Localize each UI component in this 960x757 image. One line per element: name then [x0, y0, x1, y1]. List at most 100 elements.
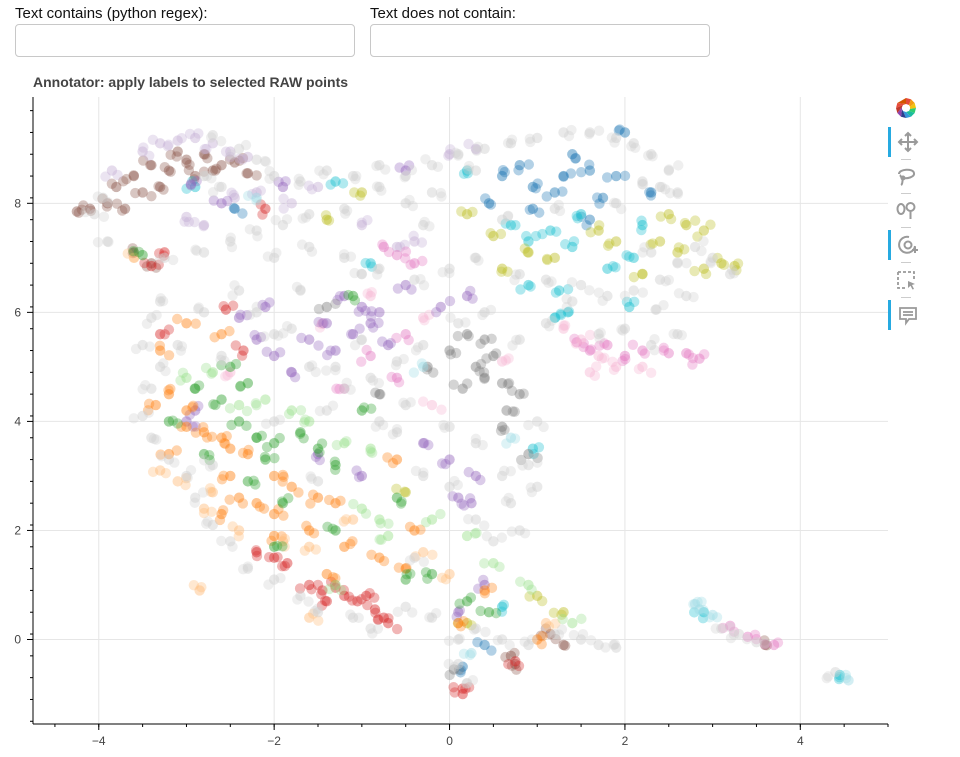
- data-point: [260, 418, 272, 430]
- data-point: [268, 252, 280, 264]
- box-select-tool[interactable]: [888, 265, 924, 295]
- data-point: [644, 187, 655, 198]
- data-point: [617, 355, 628, 367]
- data-point: [602, 240, 614, 251]
- data-point: [335, 495, 346, 507]
- data-point: [347, 170, 359, 182]
- data-point: [400, 198, 411, 209]
- data-point: [562, 284, 574, 295]
- data-point: [523, 448, 534, 460]
- text-not-contains-input[interactable]: [370, 24, 710, 57]
- bokeh-logo-icon[interactable]: [888, 93, 924, 123]
- data-point: [373, 377, 385, 389]
- data-point: [382, 617, 394, 629]
- data-point: [321, 568, 332, 580]
- data-point: [271, 247, 282, 258]
- data-point: [575, 279, 587, 291]
- data-point: [399, 486, 410, 497]
- data-point: [276, 496, 288, 507]
- data-point: [418, 467, 429, 478]
- data-point: [486, 333, 497, 344]
- data-point: [453, 149, 464, 160]
- data-point: [488, 350, 499, 362]
- data-point: [211, 163, 222, 175]
- data-point: [471, 145, 482, 156]
- wheel-zoom-tool[interactable]: [888, 230, 924, 260]
- data-point: [313, 316, 324, 328]
- data-point: [215, 135, 227, 147]
- data-point: [663, 274, 675, 286]
- data-point: [502, 210, 514, 221]
- data-point: [467, 293, 478, 304]
- data-point: [321, 349, 333, 361]
- data-point: [698, 607, 710, 618]
- data-point: [461, 617, 473, 629]
- data-point: [225, 149, 237, 160]
- data-point: [505, 138, 517, 149]
- data-point: [436, 458, 448, 469]
- data-point: [486, 582, 498, 594]
- data-point: [156, 451, 167, 462]
- data-point: [198, 219, 210, 231]
- data-point: [163, 165, 175, 176]
- data-point: [137, 146, 148, 157]
- data-point: [234, 155, 245, 166]
- data-point: [645, 190, 657, 201]
- lasso-select-tool[interactable]: [888, 161, 924, 191]
- data-point: [312, 492, 324, 503]
- data-point: [219, 355, 230, 367]
- data-point: [419, 216, 430, 228]
- data-point: [518, 388, 529, 399]
- data-point: [479, 373, 490, 385]
- data-point: [160, 365, 171, 377]
- data-point: [188, 579, 200, 591]
- text-contains-input[interactable]: [15, 24, 355, 57]
- data-point: [335, 585, 347, 596]
- data-point: [187, 176, 198, 187]
- data-point: [672, 257, 683, 268]
- data-point: [514, 525, 525, 536]
- data-point: [527, 443, 539, 454]
- data-point: [637, 178, 648, 190]
- data-point: [204, 454, 215, 466]
- data-point: [496, 634, 508, 645]
- data-point: [627, 339, 639, 350]
- data-point: [637, 287, 649, 298]
- data-point: [329, 579, 341, 591]
- data-point: [572, 213, 583, 224]
- data-point: [303, 596, 314, 607]
- data-point: [292, 594, 303, 605]
- data-point: [566, 277, 578, 288]
- data-point: [696, 596, 707, 608]
- data-point: [569, 333, 580, 345]
- data-point: [73, 207, 85, 218]
- data-point: [295, 176, 306, 187]
- data-point: [304, 241, 315, 253]
- data-point: [220, 304, 232, 315]
- data-point: [559, 640, 571, 651]
- data-point: [229, 157, 240, 168]
- data-point: [453, 664, 465, 675]
- data-point: [286, 367, 297, 378]
- data-point: [250, 479, 261, 490]
- data-point: [273, 503, 284, 515]
- pan-tool[interactable]: [888, 127, 924, 157]
- data-point: [377, 419, 389, 431]
- data-point: [281, 214, 293, 225]
- data-point: [310, 544, 322, 555]
- y-tick-label: 6: [14, 305, 21, 319]
- data-point: [431, 307, 442, 318]
- data-point: [204, 461, 216, 472]
- data-point: [158, 184, 169, 195]
- data-point: [391, 332, 402, 344]
- data-point: [418, 219, 429, 231]
- data-point: [383, 613, 394, 624]
- data-point: [445, 312, 456, 323]
- data-point: [327, 571, 339, 583]
- data-point: [97, 193, 108, 204]
- hover-tool[interactable]: [888, 300, 924, 330]
- data-point: [663, 209, 674, 220]
- polygon-select-tool[interactable]: [888, 195, 924, 225]
- data-point: [380, 164, 391, 175]
